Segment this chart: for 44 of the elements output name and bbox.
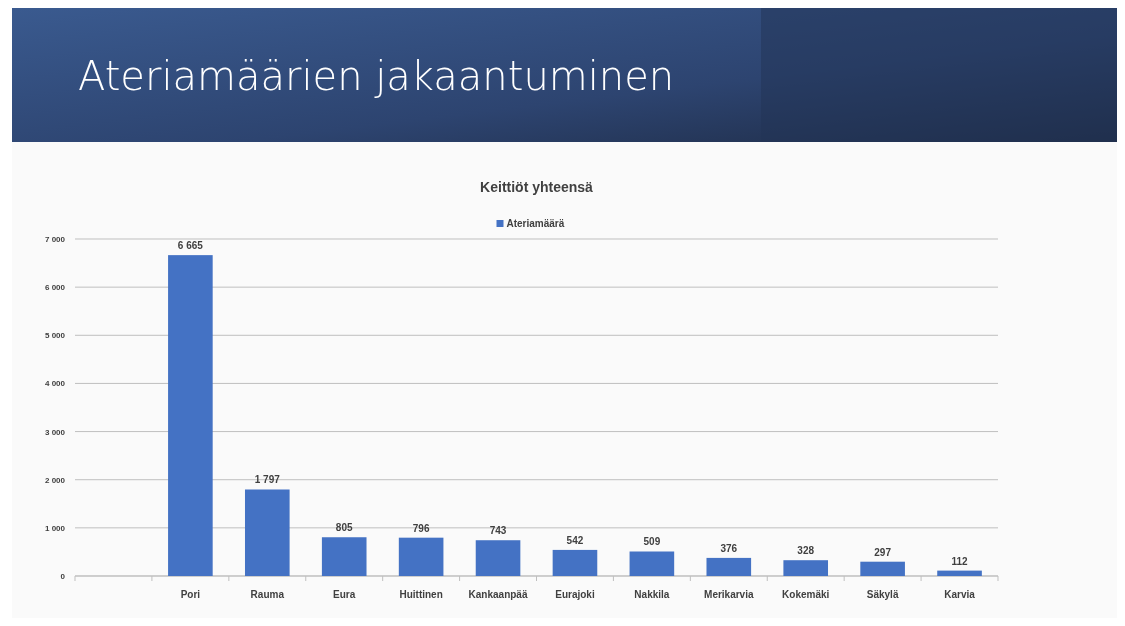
x-tick-label: Merikarvia — [704, 589, 754, 600]
legend-label: Ateriamäärä — [506, 218, 565, 229]
chart-subtitle: Keittiöt yhteensä — [480, 179, 594, 195]
bar — [321, 537, 367, 576]
bar — [937, 570, 982, 576]
x-tick-label: Kankaanpää — [468, 589, 528, 600]
data-label: 796 — [412, 522, 430, 534]
x-tick-label: Pori — [180, 589, 201, 600]
bar — [629, 551, 675, 576]
bar — [783, 560, 829, 576]
y-tick-label: 5 000 — [44, 331, 66, 341]
y-tick-label: 7 000 — [44, 235, 66, 244]
x-tick-label: Säkylä — [866, 589, 899, 600]
bar — [706, 557, 752, 576]
chart-title: Ateriamäärien jakaantuminen — [78, 53, 675, 99]
data-label: 6 665 — [177, 240, 204, 252]
x-tick-label: Kokemäki — [782, 589, 830, 600]
y-tick-label: 6 000 — [44, 283, 66, 293]
bar — [244, 489, 290, 576]
x-tick-label: Eurajoki — [555, 589, 595, 600]
y-tick-label: 4 000 — [44, 379, 66, 389]
data-label: 743 — [489, 525, 507, 537]
data-label: 328 — [797, 545, 815, 557]
x-tick-label: Rauma — [250, 589, 285, 600]
bar — [168, 255, 213, 576]
data-label: 297 — [874, 546, 892, 558]
bar — [552, 549, 598, 576]
bar — [398, 537, 444, 576]
data-label: 542 — [566, 534, 584, 546]
data-label: 376 — [720, 542, 738, 554]
y-tick-label: 3 000 — [44, 427, 66, 437]
y-tick-label: 1 000 — [44, 523, 66, 533]
bar — [475, 540, 521, 576]
bar — [860, 561, 905, 576]
x-tick-label: Karvia — [944, 589, 976, 600]
data-label: 509 — [643, 536, 661, 548]
x-tick-label: Nakkila — [634, 589, 670, 600]
y-tick-label: 0 — [60, 572, 66, 581]
y-tick-label: 2 000 — [44, 475, 66, 485]
data-label: 112 — [951, 555, 969, 567]
x-tick-label: Eura — [333, 589, 356, 600]
data-label: 1 797 — [254, 474, 281, 486]
data-label: 805 — [335, 522, 353, 534]
x-tick-label: Huittinen — [399, 589, 443, 600]
